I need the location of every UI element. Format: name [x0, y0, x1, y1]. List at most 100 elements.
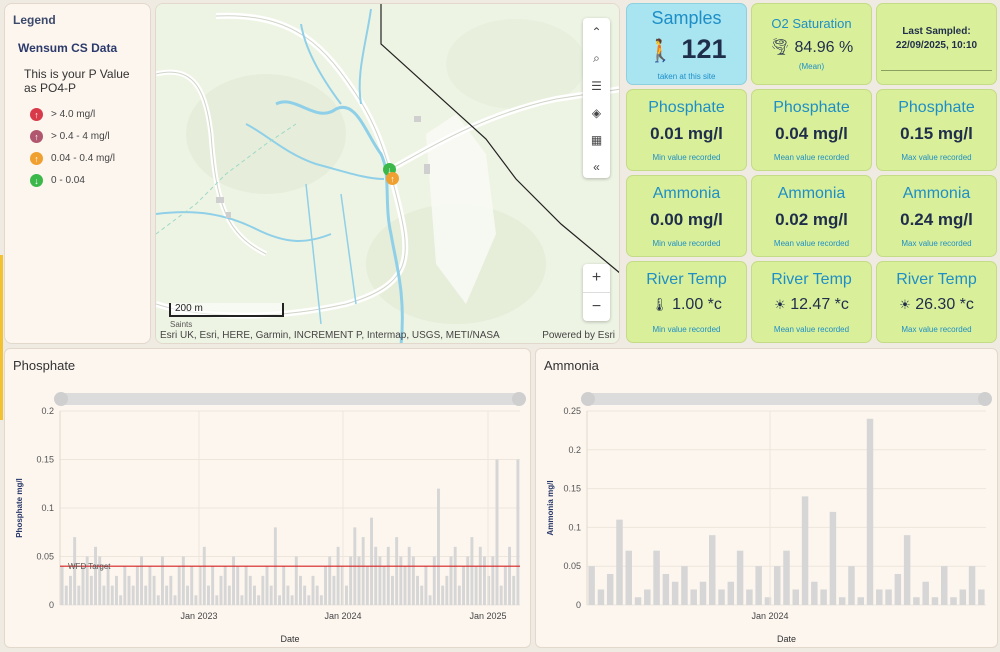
chart-bar[interactable]	[857, 597, 864, 605]
chart-bar[interactable]	[441, 585, 445, 605]
chart-bar[interactable]	[495, 459, 499, 606]
chart-bar[interactable]	[328, 556, 332, 606]
chart-bar[interactable]	[399, 556, 403, 606]
chart-bar[interactable]	[370, 517, 374, 605]
chart-bar[interactable]	[681, 566, 688, 605]
chart-bar[interactable]	[265, 566, 269, 605]
chart-bar[interactable]	[106, 566, 110, 605]
phosphate-chart[interactable]: 0 0.05 0.1 0.15 0.2 Jan 2023 Jan 2024 Jan 2025 W…	[5, 349, 531, 648]
chart-bar[interactable]	[653, 550, 660, 605]
chart-bar[interactable]	[294, 556, 298, 606]
chart-bar[interactable]	[420, 585, 424, 605]
chart-bar[interactable]	[307, 595, 311, 605]
chart-bar[interactable]	[491, 556, 495, 606]
chart-bar[interactable]	[173, 595, 177, 605]
chart-bar[interactable]	[382, 566, 386, 605]
chart-bar[interactable]	[248, 575, 252, 605]
chart-bar[interactable]	[783, 550, 790, 605]
chart-bar[interactable]	[508, 546, 512, 605]
chart-bar[interactable]	[903, 535, 911, 605]
chart-bar[interactable]	[411, 556, 415, 606]
chart-bar[interactable]	[114, 575, 118, 605]
chart-bar[interactable]	[378, 556, 382, 606]
chart-bar[interactable]	[746, 589, 753, 605]
chart-bar[interactable]	[68, 575, 72, 605]
chart-bar[interactable]	[64, 585, 68, 605]
chart-bar[interactable]	[357, 556, 361, 606]
chart-bar[interactable]	[340, 566, 344, 605]
range-slider-handle-start[interactable]	[581, 392, 595, 406]
chart-bar[interactable]	[311, 575, 315, 605]
chart-bar[interactable]	[848, 566, 855, 605]
range-slider-handle-end[interactable]	[978, 392, 992, 406]
chart-bar[interactable]	[428, 595, 432, 605]
chart-bar[interactable]	[332, 575, 336, 605]
chart-bar[interactable]	[718, 589, 725, 605]
chart-bar[interactable]	[625, 550, 633, 605]
chart-bar[interactable]	[232, 556, 236, 606]
chart-bar[interactable]	[227, 585, 231, 605]
map-view[interactable]: ↓ ↑ ⌃ ⌕ ☰ ◈ ▦ « + − 200 m Saints Esri UK…	[155, 3, 620, 344]
chart-bar[interactable]	[73, 537, 77, 605]
chart-bar[interactable]	[950, 597, 957, 605]
chart-bar[interactable]	[457, 585, 461, 605]
chart-bar[interactable]	[261, 575, 265, 605]
chart-bar[interactable]	[156, 595, 160, 605]
chart-bar[interactable]	[349, 556, 353, 606]
chart-bar[interactable]	[407, 546, 411, 605]
collapse-up-icon[interactable]: ⌃	[591, 24, 602, 39]
chart-bar[interactable]	[94, 546, 98, 605]
chart-bar[interactable]	[487, 575, 491, 605]
chart-bar[interactable]	[206, 585, 210, 605]
chart-bar[interactable]	[119, 595, 123, 605]
chart-bar[interactable]	[644, 589, 651, 605]
map-marker-up[interactable]: ↑	[386, 172, 399, 185]
chart-bar[interactable]	[135, 566, 139, 605]
chart-bar[interactable]	[324, 566, 328, 605]
chart-bar[interactable]	[474, 566, 478, 605]
chart-bar[interactable]	[894, 573, 902, 605]
chart-bar[interactable]	[913, 597, 920, 605]
chart-bar[interactable]	[89, 575, 93, 605]
chart-bar[interactable]	[85, 556, 89, 606]
chart-bar[interactable]	[690, 589, 697, 605]
chart-bar[interactable]	[773, 566, 781, 605]
chart-bar[interactable]	[959, 589, 967, 605]
chart-bar[interactable]	[278, 595, 282, 605]
chart-bar[interactable]	[361, 537, 365, 605]
chart-bar[interactable]	[374, 546, 378, 605]
chart-bar[interactable]	[792, 589, 800, 605]
chart-bar[interactable]	[449, 556, 453, 606]
chart-bar[interactable]	[211, 566, 215, 605]
chart-bar[interactable]	[160, 556, 164, 606]
chart-bar[interactable]	[219, 575, 223, 605]
chart-bar[interactable]	[968, 566, 976, 605]
chart-bar[interactable]	[286, 585, 290, 605]
chart-bar[interactable]	[252, 585, 256, 605]
chart-bar[interactable]	[152, 575, 156, 605]
chart-bar[interactable]	[755, 566, 762, 605]
chart-bar[interactable]	[764, 597, 772, 605]
powered-by-esri[interactable]: Powered by Esri	[542, 330, 615, 341]
chart-bar[interactable]	[516, 459, 520, 606]
chart-bar[interactable]	[885, 589, 892, 605]
chart-bar[interactable]	[269, 585, 273, 605]
chart-bar[interactable]	[699, 581, 707, 605]
chart-bar[interactable]	[244, 566, 248, 605]
chart-bar[interactable]	[395, 537, 399, 605]
chart-bar[interactable]	[319, 595, 323, 605]
chart-bar[interactable]	[81, 566, 85, 605]
chart-bar[interactable]	[978, 589, 985, 605]
chart-bar[interactable]	[671, 581, 679, 605]
chart-bar[interactable]	[829, 511, 837, 605]
chart-bar[interactable]	[186, 585, 190, 605]
qr-code-icon[interactable]: ▦	[590, 132, 603, 147]
chart-bar[interactable]	[931, 597, 939, 605]
chart-bar[interactable]	[386, 546, 390, 605]
chart-bar[interactable]	[662, 573, 670, 605]
chart-bar[interactable]	[60, 566, 64, 605]
chart-bar[interactable]	[390, 575, 394, 605]
chart-bar[interactable]	[202, 546, 206, 605]
chart-bar[interactable]	[606, 573, 614, 605]
chart-bar[interactable]	[416, 575, 420, 605]
